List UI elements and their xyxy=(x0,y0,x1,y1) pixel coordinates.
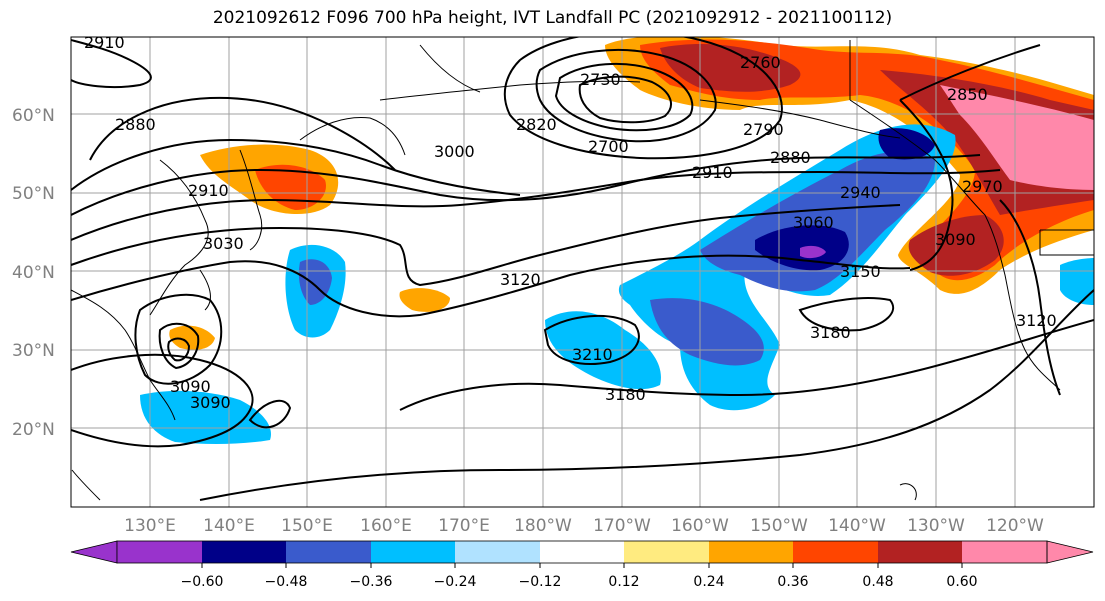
lon-label: 130°W xyxy=(907,516,965,536)
contour-label: 2910 xyxy=(84,33,125,52)
height-contours xyxy=(71,37,1094,501)
colorbar-bin xyxy=(117,541,202,563)
lon-label: 150°E xyxy=(281,516,333,536)
colorbar-tick-label: 0.60 xyxy=(946,574,977,590)
contour-label: 2760 xyxy=(740,53,781,72)
colorbar-tick-label: 0.24 xyxy=(693,574,724,590)
contour-label: 2730 xyxy=(580,70,621,89)
colorbar-tick-label: −0.48 xyxy=(265,574,308,590)
lon-label: 170°W xyxy=(593,516,651,536)
contour-label: 2700 xyxy=(588,137,629,156)
contour-label: 2940 xyxy=(840,183,881,202)
colorbar-bin xyxy=(962,541,1047,563)
colorbar-tick-label: 0.12 xyxy=(608,574,639,590)
map-frame xyxy=(70,36,1095,508)
lon-label: 160°E xyxy=(360,516,412,536)
contour-label: 3090 xyxy=(170,377,211,396)
lon-label: 130°E xyxy=(124,516,176,536)
contour-label: 2910 xyxy=(692,163,733,182)
contour-label: 2820 xyxy=(516,115,557,134)
contour-label: 3150 xyxy=(840,262,881,281)
contour-label: 2880 xyxy=(115,115,156,134)
lon-label: 140°E xyxy=(203,516,255,536)
colorbar-outline xyxy=(116,540,1048,564)
colorbar-bin xyxy=(624,541,709,563)
colorbar-bin xyxy=(793,541,878,563)
latitude-labels: 60°N 50°N 40°N 30°N 20°N xyxy=(12,106,55,440)
lon-label: 140°W xyxy=(828,516,886,536)
contour-label: 2910 xyxy=(188,181,229,200)
lon-label: 170°E xyxy=(438,516,490,536)
contour-labels: 2910 2880 2910 3030 3000 2820 2730 2760 … xyxy=(84,33,1057,412)
colorbar-bin xyxy=(540,541,624,563)
lon-label: 160°W xyxy=(671,516,729,536)
colorbar-tick-label: −0.36 xyxy=(350,574,393,590)
map-area xyxy=(71,37,1094,507)
contour-label: 3090 xyxy=(935,230,976,249)
ivt-positive-shading xyxy=(169,37,1094,350)
lon-label: 180°W xyxy=(514,516,572,536)
contour-label: 3120 xyxy=(500,270,541,289)
colorbar-bin xyxy=(371,541,455,563)
contour-label: 2850 xyxy=(947,85,988,104)
lat-label: 20°N xyxy=(12,420,55,440)
longitude-labels: 130°E 140°E 150°E 160°E 170°E 180°W 170°… xyxy=(124,516,1044,536)
lon-label: 150°W xyxy=(750,516,808,536)
contour-label: 2970 xyxy=(962,177,1003,196)
colorbar-tick-marks xyxy=(201,563,963,568)
contour-label: 2880 xyxy=(770,148,811,167)
contour-label: 3000 xyxy=(434,142,475,161)
contour-label: 3180 xyxy=(605,385,646,404)
contour-label: 2790 xyxy=(743,120,784,139)
colorbar: −0.60 −0.48 −0.36 −0.24 −0.12 0.12 0.24 … xyxy=(70,540,1094,590)
contour-label: 3180 xyxy=(810,323,851,342)
colorbar-tick-label: 0.48 xyxy=(862,574,893,590)
contour-label: 3210 xyxy=(572,345,613,364)
lat-label: 30°N xyxy=(12,341,55,361)
colorbar-tick-label: −0.60 xyxy=(181,574,224,590)
colorbar-bin xyxy=(709,541,793,563)
colorbar-bin xyxy=(286,541,371,563)
contour-label: 3030 xyxy=(203,234,244,253)
figure-title: 2021092612 F096 700 hPa height, IVT Land… xyxy=(212,8,893,28)
colorbar-tick-label: 0.36 xyxy=(777,574,808,590)
graticule xyxy=(71,37,1094,507)
colorbar-bin xyxy=(455,541,540,563)
lat-label: 60°N xyxy=(12,106,55,126)
colorbar-max-extension xyxy=(1046,540,1094,564)
lat-label: 50°N xyxy=(12,184,55,204)
colorbar-tick-label: −0.24 xyxy=(434,574,477,590)
colorbar-bin xyxy=(202,541,286,563)
contour-label: 3120 xyxy=(1016,311,1057,330)
contour-label: 3090 xyxy=(190,393,231,412)
lat-label: 40°N xyxy=(12,263,55,283)
contour-label: 3060 xyxy=(793,213,834,232)
colorbar-min-extension xyxy=(70,540,118,564)
colorbar-bin xyxy=(878,541,962,563)
lon-label: 120°W xyxy=(986,516,1044,536)
colorbar-tick-label: −0.12 xyxy=(519,574,562,590)
